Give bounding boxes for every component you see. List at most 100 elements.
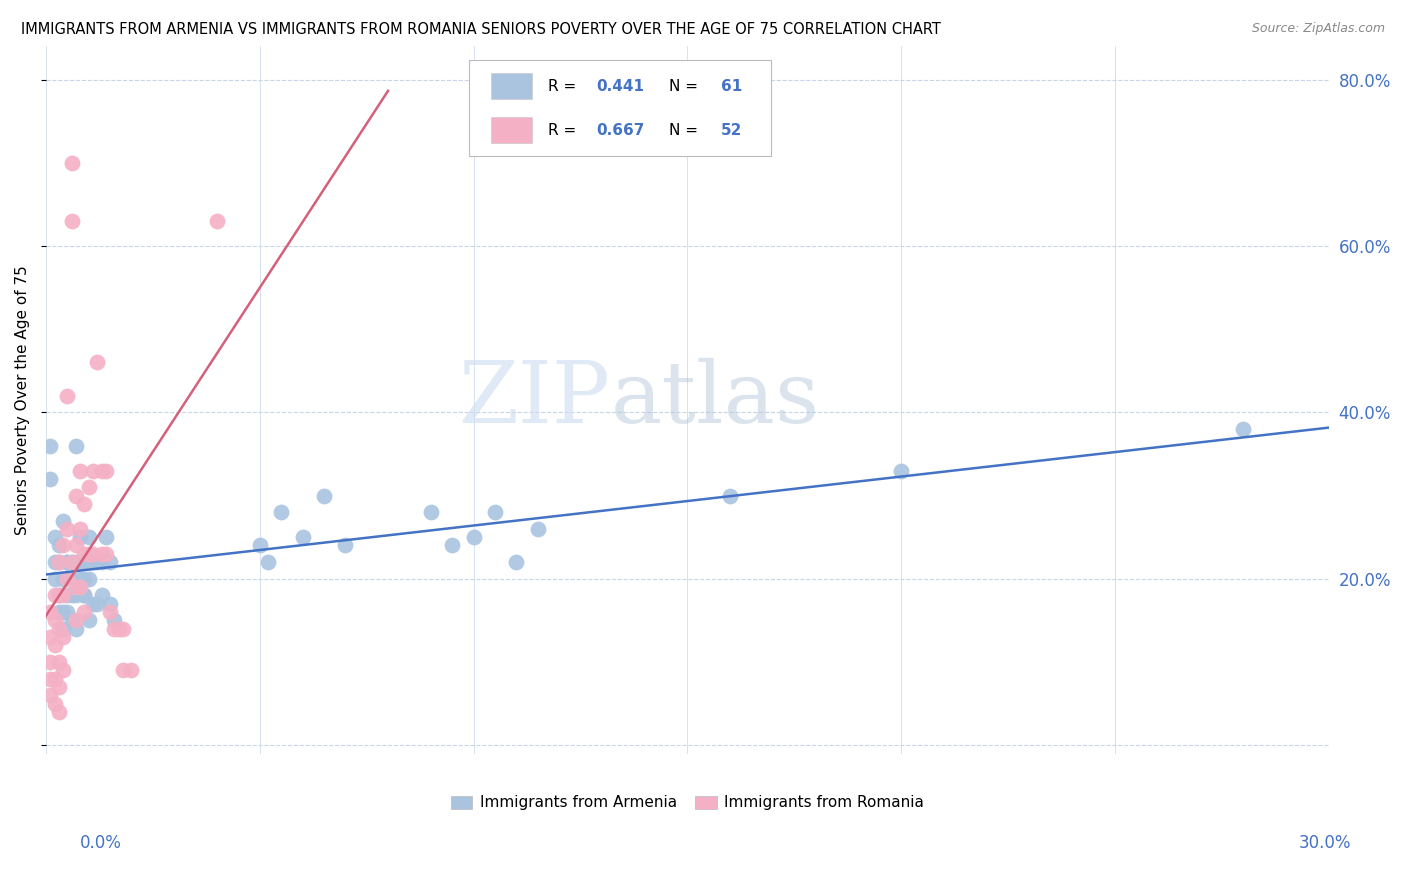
Point [44,697,66,711]
Point [48,622,70,636]
Point [82,597,104,611]
Point [73,497,96,511]
Point [90,555,112,569]
Point [48,555,70,569]
Point [48,605,70,619]
Point [44,613,66,627]
Point [73,589,96,603]
Point [69,555,91,569]
Point [69,530,91,544]
Point [44,555,66,569]
Text: N =: N = [669,78,703,94]
Point [69,464,91,478]
Point [505,555,527,569]
Point [98,555,121,569]
Point [39,439,62,453]
Point [270,505,292,519]
Point [56,522,79,536]
Text: 52: 52 [721,123,742,137]
Point [77,547,100,561]
Point [77,530,100,544]
Point [73,555,96,569]
Point [121,663,143,677]
FancyBboxPatch shape [491,73,531,99]
Point [98,597,121,611]
Point [39,605,62,619]
Point [111,663,134,677]
Point [257,555,280,569]
Point [69,572,91,586]
Point [39,688,62,702]
Point [82,555,104,569]
Point [56,389,79,403]
Point [60,214,83,228]
Text: ZIP: ZIP [458,359,610,442]
Point [77,480,100,494]
Point [60,589,83,603]
Point [44,638,66,652]
Point [441,539,464,553]
Point [94,530,117,544]
Point [90,547,112,561]
Point [98,605,121,619]
Point [86,597,108,611]
Text: 0.667: 0.667 [596,123,645,137]
Point [463,530,485,544]
Text: atlas: atlas [610,359,820,442]
Point [111,622,134,636]
Point [103,613,125,627]
FancyBboxPatch shape [470,61,770,156]
Point [526,522,548,536]
Point [82,464,104,478]
Text: 30.0%: 30.0% [1298,834,1351,852]
Text: IMMIGRANTS FROM ARMENIA VS IMMIGRANTS FROM ROMANIA SENIORS POVERTY OVER THE AGE : IMMIGRANTS FROM ARMENIA VS IMMIGRANTS FR… [21,22,941,37]
Point [48,680,70,694]
Point [52,605,75,619]
Point [73,547,96,561]
Point [107,622,129,636]
Point [73,572,96,586]
Point [52,514,75,528]
Point [52,630,75,644]
Point [335,539,357,553]
Point [69,580,91,594]
Point [77,555,100,569]
Point [48,655,70,669]
Point [44,589,66,603]
Point [77,572,100,586]
Point [86,555,108,569]
Point [48,589,70,603]
Text: Source: ZipAtlas.com: Source: ZipAtlas.com [1251,22,1385,36]
Text: 61: 61 [721,78,742,94]
Point [56,605,79,619]
Point [65,489,87,503]
Text: 0.441: 0.441 [596,78,644,94]
Point [69,522,91,536]
FancyBboxPatch shape [491,118,531,143]
Point [52,663,75,677]
Point [60,613,83,627]
Point [56,555,79,569]
Point [86,355,108,369]
Point [90,589,112,603]
Point [52,572,75,586]
Point [44,572,66,586]
Point [890,464,912,478]
Point [39,472,62,486]
Point [1232,422,1254,436]
Point [65,539,87,553]
Point [56,572,79,586]
Point [65,589,87,603]
Legend: Immigrants from Armenia, Immigrants from Romania: Immigrants from Armenia, Immigrants from… [444,789,931,816]
Point [205,214,228,228]
Point [56,589,79,603]
Point [419,505,441,519]
Text: N =: N = [669,123,703,137]
Point [39,672,62,686]
Text: R =: R = [547,78,581,94]
Text: 0.0%: 0.0% [80,834,122,852]
Point [52,589,75,603]
Point [82,547,104,561]
Point [48,539,70,553]
Point [60,155,83,169]
